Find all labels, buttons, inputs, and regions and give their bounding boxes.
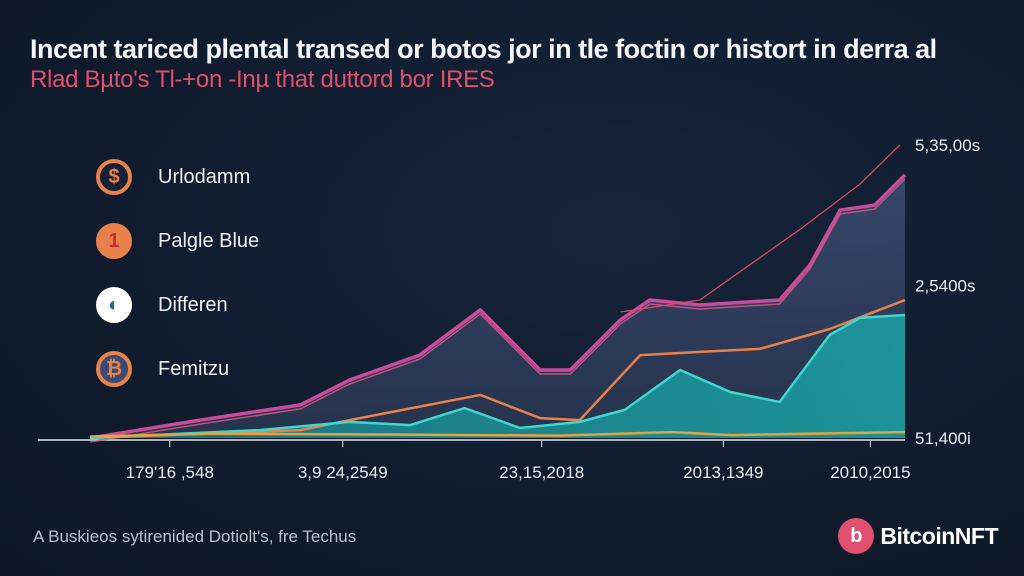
red-token-icon: 1 [96, 223, 132, 259]
legend-label: Palgle Blue [158, 229, 260, 252]
series-line-urlodamm-shadow [90, 178, 906, 443]
legend-item: ◐ Differen [96, 273, 259, 337]
y-tick-label: 5,35,00s [915, 136, 980, 155]
series-area-urlodamm [90, 174, 906, 439]
x-tick-label: 2013,1349 [683, 463, 763, 482]
legend: $ Urlodamm 1 Palgle Blue ◐ Differen ₿ Femitzu [96, 145, 259, 401]
y-tick-label: 2,5400s [915, 277, 976, 296]
y-tick-label: 51,400i [915, 429, 971, 448]
dollar-coin-icon: $ [96, 159, 132, 195]
x-tick-label: 2010,2015 [830, 463, 910, 482]
x-tick-label: 23,15,2018 [499, 463, 584, 482]
chart-title: Incent tariced plental transed or botos … [30, 34, 937, 64]
series-line-femitzu [90, 430, 906, 438]
legend-item: 1 Palgle Blue [96, 209, 259, 273]
series-line-trend [620, 144, 901, 313]
globe-icon: ◐ [96, 287, 132, 323]
legend-item: ₿ Femitzu [96, 337, 259, 401]
series-line-differen [90, 313, 906, 440]
legend-label: Femitzu [158, 357, 230, 380]
series-area-differen [90, 314, 906, 438]
x-tick-label: 179'16 ,548 [126, 463, 214, 482]
brand-icon: b [838, 518, 875, 554]
brand-logo: b BitcoinNFT [838, 518, 998, 554]
chart-subtitle: Rlad Bµto's Tl-+on -Inµ that duttord bor… [30, 66, 495, 93]
series-line-urlodamm [89, 173, 907, 440]
legend-label: Differen [158, 293, 228, 316]
footer-caption: A Buskieos sytirenided Dotiolt's, fre Te… [33, 527, 357, 546]
legend-item: $ Urlodamm [96, 145, 259, 209]
x-tick-label: 3,9 24,2549 [298, 463, 388, 482]
brand-name: BitcoinNFT [880, 522, 998, 549]
bitcoin-coin-icon: ₿ [96, 351, 132, 387]
legend-label: Urlodamm [158, 165, 251, 188]
